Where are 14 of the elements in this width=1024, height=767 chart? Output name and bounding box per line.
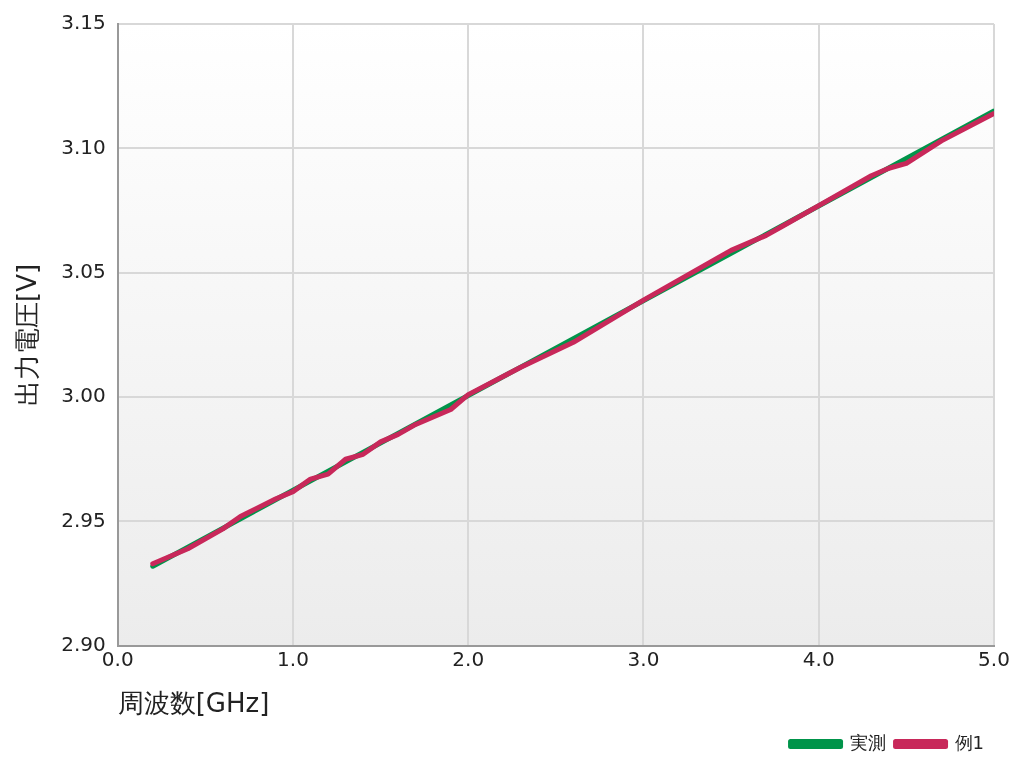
x-tick-label: 2.0 <box>452 647 485 671</box>
y-tick-label: 2.95 <box>61 507 106 532</box>
x-tick-label: 3.0 <box>627 647 660 671</box>
legend-label: 例1 <box>954 731 984 753</box>
y-axis-title: 出力電圧[V] <box>12 263 43 406</box>
x-axis-title: 周波数[GHz] <box>117 688 270 719</box>
y-tick-label: 3.00 <box>61 383 106 408</box>
y-tick-label: 3.10 <box>61 134 106 159</box>
y-tick-label: 3.15 <box>61 10 106 35</box>
x-tick-label: 4.0 <box>802 647 835 671</box>
legend-label: 実測 <box>849 731 886 753</box>
x-tick-label: 1.0 <box>277 647 309 671</box>
y-tick-label: 3.05 <box>61 258 106 283</box>
x-tick-label: 5.0 <box>978 647 1010 671</box>
